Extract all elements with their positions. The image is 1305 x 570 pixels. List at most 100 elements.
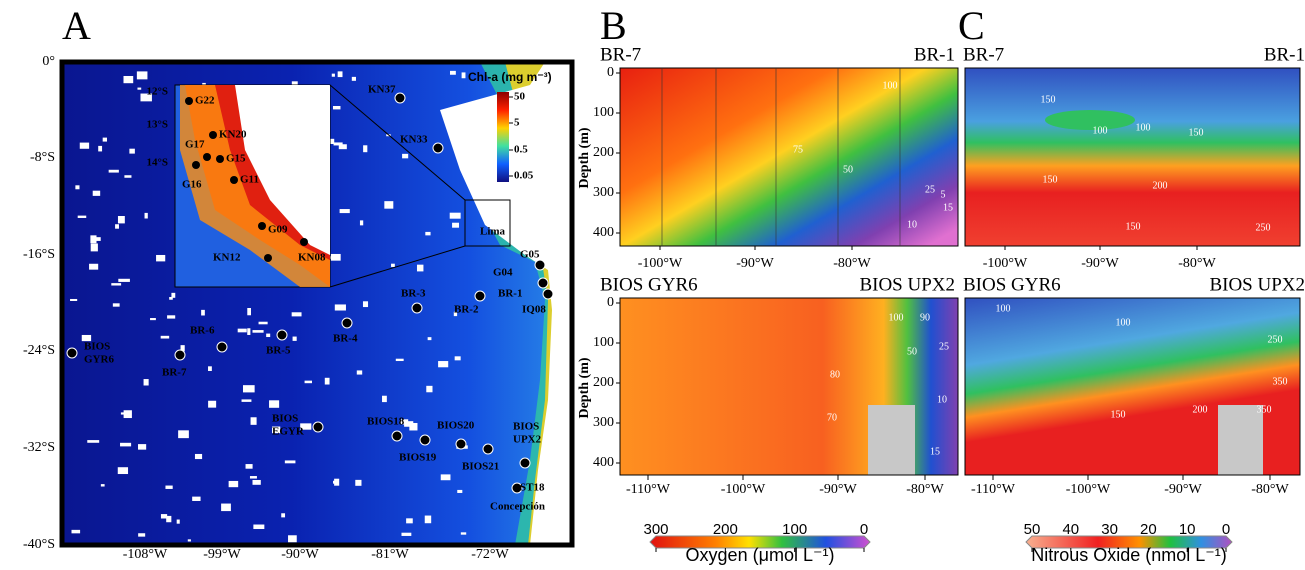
cloud — [300, 423, 312, 430]
cloud — [138, 444, 147, 450]
cloud — [440, 474, 451, 481]
station-marker — [341, 317, 353, 329]
station-label: BR-6 — [190, 325, 215, 337]
cloud — [118, 278, 130, 282]
station-marker — [542, 288, 554, 300]
contour-label: 150 — [1126, 221, 1141, 232]
cloud — [334, 304, 346, 311]
cloud — [292, 336, 297, 341]
cloud — [160, 514, 168, 519]
cloud — [180, 345, 185, 352]
cloud — [90, 243, 98, 252]
contour-label: 25 — [925, 184, 935, 195]
contour-label: 15 — [930, 446, 940, 457]
cloud — [425, 231, 431, 236]
station-label: EGYR — [272, 426, 305, 438]
station-marker — [474, 290, 486, 302]
contour-label: 15 — [943, 202, 953, 213]
cloud — [95, 237, 101, 241]
colorbar-tick-label: 40 — [1062, 521, 1079, 538]
n2o-feature — [1045, 110, 1135, 130]
y-axis-label: Depth (m) — [577, 127, 592, 188]
station-label: BR-3 — [401, 288, 426, 300]
cloud — [382, 395, 387, 403]
inset-station-label: KN20 — [219, 129, 247, 141]
cloud — [363, 145, 368, 153]
station-label: BIOS19 — [399, 452, 437, 464]
contour-label: 350 — [1273, 376, 1288, 387]
cloud — [351, 76, 356, 81]
colorbar-tick-label: 300 — [643, 521, 668, 538]
section-start-label: BIOS GYR6 — [963, 274, 1061, 295]
cloud — [178, 430, 189, 439]
cloud — [89, 263, 99, 270]
contour-label: 150 — [1041, 94, 1056, 105]
station-label: KN37 — [368, 84, 396, 96]
lat-tick-label: -16°S — [23, 247, 55, 262]
cloud — [70, 298, 78, 301]
x-tick-label: -100°W — [721, 482, 766, 497]
colorbar-tick-label: 50 — [1024, 521, 1041, 538]
colorbar-tick-label: 0 — [860, 521, 868, 538]
cloud — [87, 440, 100, 443]
cloud — [241, 399, 252, 402]
cloud — [194, 453, 203, 460]
cloud — [237, 328, 247, 333]
cloud — [143, 379, 149, 386]
seafloor-mask — [1218, 405, 1263, 475]
colorbar-title: Oxygen (μmol L⁻¹) — [686, 545, 835, 565]
colorbar-tick-label: 100 — [782, 521, 807, 538]
plot-frame — [619, 297, 959, 476]
cloud — [187, 539, 191, 542]
cloud — [208, 400, 217, 408]
station-label: BR-4 — [333, 333, 358, 345]
station-marker — [519, 457, 531, 469]
contour-label: 10 — [937, 394, 947, 405]
cloud — [136, 71, 148, 80]
inset-lat-label: 13°S — [146, 119, 168, 131]
station-marker — [185, 97, 193, 105]
cloud — [138, 533, 146, 537]
x-tick-label: -80°W — [1251, 482, 1289, 497]
cloud — [247, 307, 251, 316]
station-label: G05 — [520, 249, 540, 261]
cloud — [117, 467, 129, 475]
cloud — [111, 283, 122, 286]
cloud — [457, 489, 463, 493]
station-marker — [419, 434, 431, 446]
cloud — [252, 479, 261, 485]
station-label: BIOS21 — [462, 461, 499, 473]
x-tick-label: -100°W — [1066, 482, 1111, 497]
cloud — [247, 328, 251, 335]
station-label: UPX2 — [513, 434, 542, 446]
x-tick-label: -100°W — [983, 256, 1028, 271]
y-tick-label: 200 — [593, 145, 614, 160]
chl-colorbar — [497, 92, 509, 182]
contour-label: 100 — [996, 303, 1011, 314]
x-tick-label: -80°W — [906, 482, 944, 497]
cloud — [266, 333, 271, 338]
cloud — [167, 315, 176, 319]
station-label: BIOS20 — [437, 420, 475, 432]
station-marker — [411, 302, 423, 314]
lat-tick-label: 0° — [42, 54, 55, 69]
cloud — [427, 337, 432, 341]
cloud — [169, 296, 173, 300]
cloud — [124, 175, 132, 178]
section-end-label: BIOS UPX2 — [1209, 274, 1305, 295]
lon-tick-label: -72°W — [471, 547, 509, 562]
x-tick-label: -110°W — [626, 482, 671, 497]
cloud — [449, 70, 456, 75]
contour-label: 90 — [920, 312, 930, 323]
cloud — [272, 426, 281, 434]
section-end-label: BR-1 — [914, 44, 955, 65]
x-tick-label: -110°W — [971, 482, 1016, 497]
cloud — [150, 318, 156, 321]
station-marker — [534, 259, 546, 271]
plot-frame — [964, 67, 1301, 247]
station-label: GYR6 — [84, 354, 114, 366]
colorbar-tick-label: 0 — [1222, 521, 1230, 538]
station-marker — [209, 131, 217, 139]
colorbar-tick-label: 5 — [514, 117, 520, 129]
cloud — [156, 254, 166, 262]
